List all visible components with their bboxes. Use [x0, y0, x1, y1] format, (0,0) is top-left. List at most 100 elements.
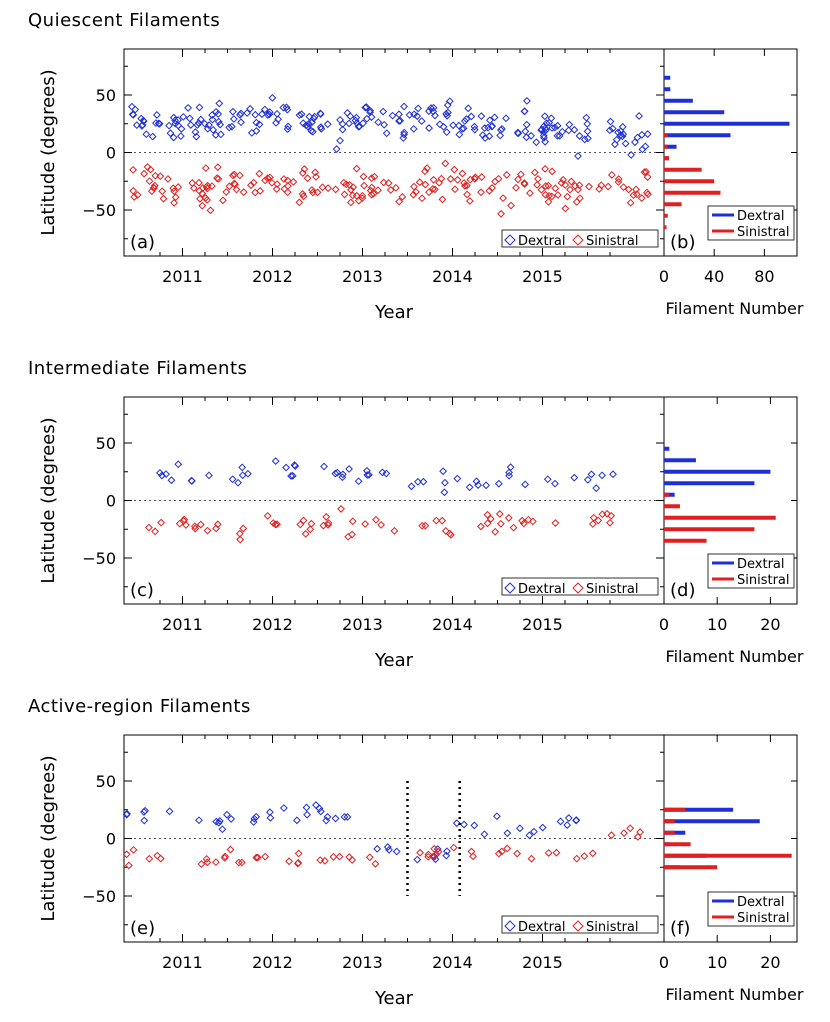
data-point-sinistral — [143, 163, 152, 171]
data-point-sinistral — [133, 191, 142, 199]
data-point-dextral — [498, 124, 506, 133]
data-point-sinistral — [607, 171, 616, 179]
data-point-sinistral — [369, 189, 378, 198]
data-point-dextral — [218, 825, 227, 834]
data-point-dextral — [558, 127, 567, 136]
data-point-dextral — [540, 133, 548, 142]
data-point-dextral — [195, 103, 204, 112]
data-point-sinistral — [307, 519, 316, 528]
data-point-sinistral — [318, 183, 327, 192]
hist-legend-label-dextral: Dextral — [737, 209, 785, 224]
data-point-dextral — [459, 124, 468, 133]
y-tick-label: 0 — [106, 830, 116, 849]
data-point-sinistral — [298, 190, 307, 198]
data-point-dextral — [383, 843, 392, 851]
data-point-dextral — [166, 129, 175, 138]
data-point-dextral — [373, 844, 382, 853]
data-point-sinistral — [432, 850, 441, 859]
data-point-sinistral — [416, 848, 424, 857]
histogram-bar-dextral — [664, 144, 677, 149]
data-point-sinistral — [629, 191, 638, 200]
data-point-sinistral — [349, 183, 358, 192]
panel-letter: (b) — [670, 232, 695, 253]
data-point-sinistral — [551, 184, 560, 193]
data-point-sinistral — [299, 516, 308, 525]
data-point-sinistral — [324, 184, 333, 193]
data-point-sinistral — [554, 191, 562, 199]
data-point-sinistral — [497, 209, 505, 218]
data-point-sinistral — [494, 174, 503, 183]
data-point-dextral — [490, 113, 499, 122]
data-point-dextral — [243, 109, 252, 117]
data-point-dextral — [407, 482, 416, 491]
data-point-sinistral — [253, 853, 262, 862]
data-point-sinistral — [348, 530, 356, 539]
data-point-sinistral — [296, 520, 305, 529]
data-point-sinistral — [213, 163, 222, 172]
data-point-sinistral — [421, 521, 430, 530]
hist-legend-label-sinistral: Sinistral — [737, 911, 790, 926]
hist-axis-label: Filament Number — [666, 647, 804, 666]
scatter-legend-box — [501, 915, 659, 934]
data-point-dextral — [425, 124, 433, 132]
data-point-sinistral — [197, 860, 206, 868]
legend-marker — [572, 234, 584, 246]
data-point-dextral — [413, 477, 422, 486]
data-point-sinistral — [588, 849, 597, 858]
data-point-sinistral — [361, 520, 370, 528]
data-point-sinistral — [359, 172, 368, 181]
legend-marker — [572, 582, 584, 594]
data-point-sinistral — [222, 188, 231, 196]
data-point-dextral — [323, 813, 332, 821]
data-point-sinistral — [463, 190, 471, 199]
data-point-sinistral — [430, 185, 439, 194]
data-point-sinistral — [507, 201, 515, 210]
data-point-sinistral — [633, 832, 642, 841]
data-point-dextral — [485, 132, 494, 141]
data-point-dextral — [177, 124, 186, 133]
data-point-sinistral — [261, 176, 269, 185]
y-axis-label: Latitude (degrees) — [38, 417, 59, 583]
data-point-dextral — [148, 132, 157, 141]
data-point-sinistral — [453, 175, 462, 184]
data-point-sinistral — [280, 185, 289, 193]
data-point-sinistral — [503, 844, 512, 853]
data-point-dextral — [351, 116, 360, 125]
data-point-dextral — [582, 113, 591, 122]
data-point-sinistral — [446, 530, 455, 539]
data-point-sinistral — [429, 852, 437, 861]
data-point-sinistral — [421, 167, 429, 176]
data-point-sinistral — [190, 522, 199, 531]
data-point-sinistral — [129, 845, 138, 854]
data-point-sinistral — [158, 187, 167, 196]
data-point-dextral — [193, 121, 202, 129]
data-point-dextral — [320, 462, 328, 471]
data-point-sinistral — [483, 519, 492, 528]
data-point-sinistral — [346, 198, 355, 207]
data-point-sinistral — [331, 185, 340, 194]
data-point-sinistral — [485, 186, 494, 195]
data-point-dextral — [338, 125, 347, 134]
data-point-sinistral — [626, 824, 635, 833]
data-point-dextral — [251, 110, 260, 119]
data-point-dextral — [583, 127, 592, 136]
data-point-sinistral — [471, 173, 480, 182]
data-point-dextral — [548, 124, 556, 132]
data-point-sinistral — [268, 178, 276, 187]
data-point-sinistral — [486, 514, 495, 523]
data-point-sinistral — [301, 529, 310, 538]
data-point-dextral — [284, 122, 293, 131]
data-point-sinistral — [530, 168, 539, 177]
y-tick-label: 0 — [106, 144, 116, 163]
data-point-dextral — [302, 121, 310, 130]
data-point-dextral — [429, 103, 438, 112]
data-point-dextral — [633, 133, 642, 142]
data-point-sinistral — [236, 535, 245, 544]
data-point-sinistral — [306, 525, 315, 534]
data-point-dextral — [295, 111, 304, 120]
data-point-dextral — [228, 475, 237, 484]
x-tick-label: 2014 — [432, 615, 473, 634]
data-point-sinistral — [533, 180, 541, 189]
data-point-dextral — [482, 481, 490, 490]
data-point-sinistral — [164, 175, 172, 183]
